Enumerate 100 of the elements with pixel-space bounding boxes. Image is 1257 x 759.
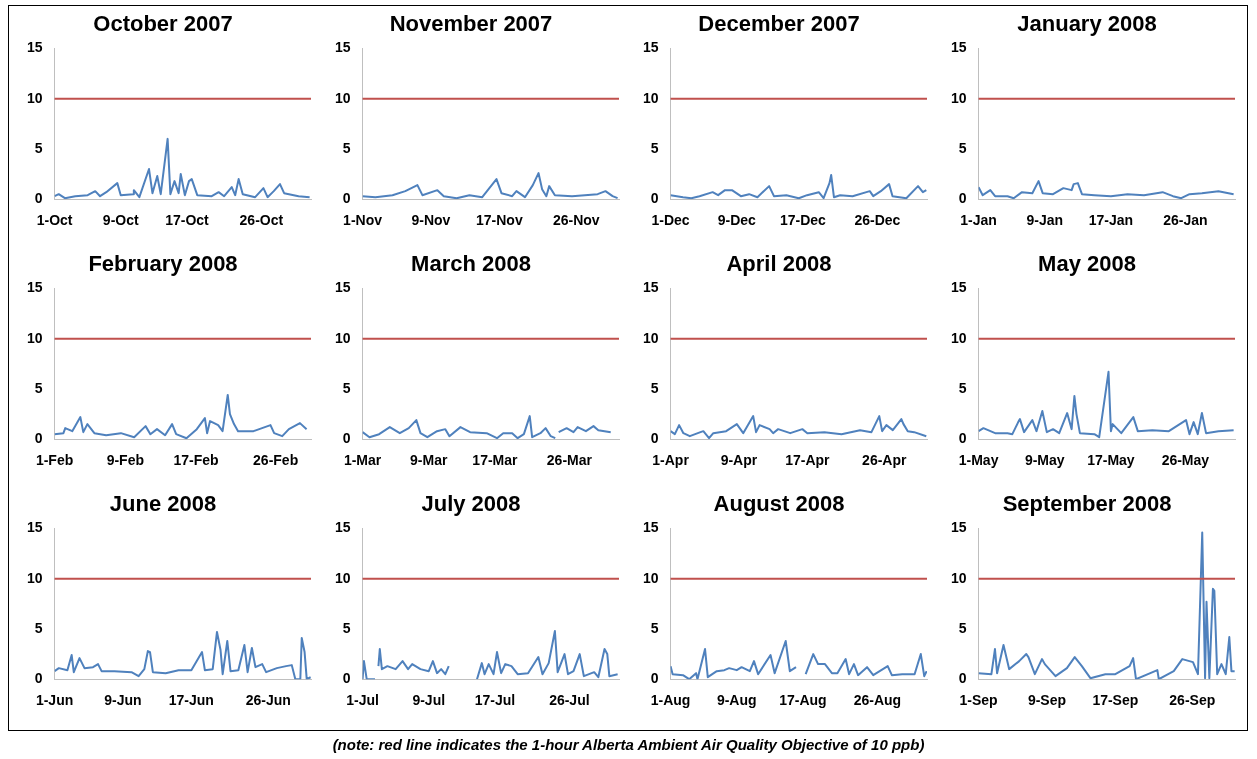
y-tick-label: 10: [334, 89, 351, 106]
y-tick-label: 5: [650, 139, 659, 156]
chart-title: July 2008: [421, 491, 521, 517]
chart-title: March 2008: [411, 251, 531, 277]
y-tick-label: 5: [342, 619, 351, 636]
y-tick-label: 15: [950, 39, 967, 56]
x-tick-label: 17-Dec: [779, 212, 827, 229]
y-tick-label: 0: [650, 190, 659, 207]
y-tick-label: 5: [650, 379, 659, 396]
x-tick-label: 1-Dec: [651, 212, 690, 229]
chart-title: February 2008: [88, 251, 238, 277]
x-tick-label: 9-Dec: [717, 212, 757, 229]
x-tick-label: 9-May: [1024, 452, 1065, 469]
y-tick-label: 15: [334, 39, 351, 56]
x-tick-label: 26-Aug: [853, 692, 902, 709]
chart-title: November 2007: [389, 11, 553, 37]
y-tick-label: 10: [950, 329, 967, 346]
y-tick-label: 0: [342, 190, 351, 207]
x-tick-label: 9-Jul: [412, 692, 446, 709]
y-tick-label: 15: [26, 519, 43, 536]
x-tick-label: 17-Jun: [168, 692, 214, 709]
x-tick-label: 17-Nov: [475, 212, 523, 229]
x-tick-label: 9-Oct: [102, 212, 139, 229]
text: (note: red line indicates the 1-hour Alberta Ambient Air Quality Objective of 10 ppb): [331, 736, 926, 753]
y-tick-label: 15: [334, 279, 351, 296]
y-tick-label: 5: [958, 379, 967, 396]
x-tick-label: 17-Apr: [785, 452, 831, 469]
x-tick-label: 26-Jan: [1163, 212, 1208, 229]
x-tick-label: 17-Oct: [165, 212, 210, 229]
x-tick-label: 26-Nov: [552, 212, 600, 229]
y-tick-label: 10: [642, 89, 659, 106]
chart-title: June 2008: [109, 491, 217, 517]
x-tick-label: 1-Apr: [652, 452, 690, 469]
y-tick-label: 10: [26, 569, 43, 586]
y-tick-label: 10: [26, 329, 43, 346]
x-tick-label: 9-Jan: [1026, 212, 1064, 229]
x-tick-label: 1-Feb: [35, 452, 74, 469]
y-tick-label: 10: [642, 329, 659, 346]
y-tick-label: 5: [34, 379, 43, 396]
y-tick-label: 5: [34, 619, 43, 636]
y-tick-label: 0: [342, 670, 351, 687]
x-tick-label: 26-Mar: [546, 452, 593, 469]
y-tick-label: 0: [650, 670, 659, 687]
y-tick-label: 0: [958, 670, 967, 687]
x-tick-label: 9-Feb: [106, 452, 144, 469]
y-tick-label: 0: [34, 190, 43, 207]
chart-title: September 2008: [1002, 491, 1172, 517]
y-tick-label: 5: [958, 139, 967, 156]
x-tick-label: 1-Mar: [343, 452, 382, 469]
x-tick-label: 26-Sep: [1169, 692, 1216, 709]
y-tick-label: 5: [342, 139, 351, 156]
chart-title: January 2008: [1017, 11, 1157, 37]
chart-title: April 2008: [726, 251, 832, 277]
y-tick-label: 15: [642, 39, 659, 56]
x-tick-label: 1-May: [958, 452, 999, 469]
y-tick-label: 0: [34, 430, 43, 447]
y-tick-label: 10: [334, 569, 351, 586]
x-tick-label: 1-Oct: [36, 212, 73, 229]
chart-title: May 2008: [1038, 251, 1136, 277]
y-tick-label: 5: [958, 619, 967, 636]
x-tick-label: 17-May: [1087, 452, 1135, 469]
y-tick-label: 15: [642, 279, 659, 296]
y-tick-label: 5: [650, 619, 659, 636]
y-tick-label: 15: [334, 519, 351, 536]
x-tick-label: 9-Apr: [720, 452, 758, 469]
x-tick-label: 9-Jun: [104, 692, 142, 709]
x-tick-label: 1-Sep: [959, 692, 998, 709]
chart-title: August 2008: [713, 491, 845, 517]
x-tick-label: 1-Nov: [343, 212, 383, 229]
y-tick-label: 15: [642, 519, 659, 536]
x-tick-label: 9-Sep: [1027, 692, 1067, 709]
y-tick-label: 5: [34, 139, 43, 156]
x-tick-label: 17-Mar: [472, 452, 519, 469]
x-tick-label: 26-Oct: [239, 212, 284, 229]
y-tick-label: 0: [958, 190, 967, 207]
y-tick-label: 15: [950, 279, 967, 296]
x-tick-label: 9-Mar: [410, 452, 448, 469]
y-tick-label: 0: [34, 670, 43, 687]
x-tick-label: 1-Jun: [35, 692, 74, 709]
x-tick-label: 17-Feb: [173, 452, 219, 469]
x-tick-label: 26-Jul: [549, 692, 590, 709]
x-tick-label: 17-Jan: [1088, 212, 1134, 229]
y-tick-label: 10: [642, 569, 659, 586]
y-tick-label: 0: [650, 430, 659, 447]
x-tick-label: 9-Nov: [411, 212, 451, 229]
x-tick-label: 1-Jul: [346, 692, 379, 709]
y-tick-label: 0: [958, 430, 967, 447]
x-tick-label: 26-Apr: [862, 452, 907, 469]
x-tick-label: 17-Jul: [474, 692, 516, 709]
y-tick-label: 10: [950, 89, 967, 106]
x-tick-label: 26-May: [1161, 452, 1210, 469]
x-tick-label: 1-Jan: [960, 212, 997, 229]
y-tick-label: 15: [950, 519, 967, 536]
x-tick-label: 26-Feb: [253, 452, 299, 469]
y-tick-label: 5: [342, 379, 351, 396]
chart-title: October 2007: [93, 11, 233, 37]
y-tick-label: 10: [950, 569, 967, 586]
y-tick-label: 10: [334, 329, 351, 346]
x-tick-label: 26-Dec: [854, 212, 901, 229]
y-tick-label: 0: [342, 430, 351, 447]
